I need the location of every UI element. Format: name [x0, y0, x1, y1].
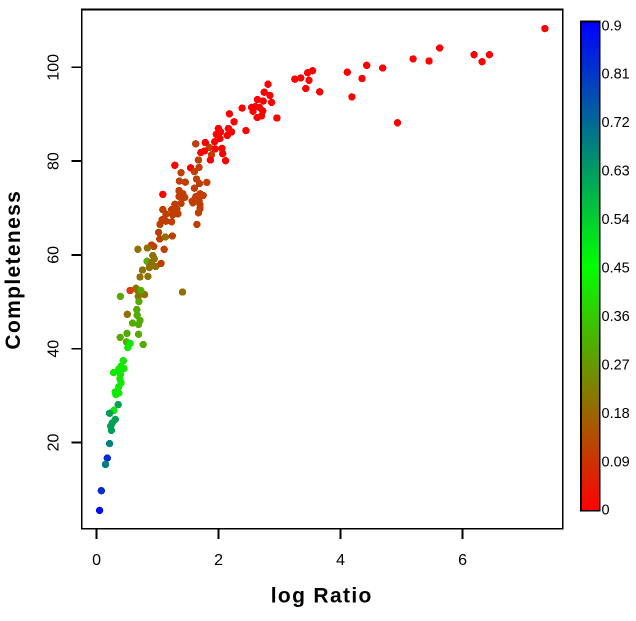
svg-text:60: 60: [46, 246, 63, 264]
svg-text:4: 4: [336, 552, 345, 569]
svg-text:100: 100: [46, 54, 63, 81]
svg-text:0.18: 0.18: [602, 406, 630, 422]
svg-text:80: 80: [46, 152, 63, 170]
svg-text:2: 2: [214, 552, 223, 569]
svg-text:0: 0: [602, 503, 610, 519]
svg-text:0.81: 0.81: [602, 67, 630, 83]
svg-text:0.27: 0.27: [602, 357, 630, 373]
svg-text:40: 40: [46, 340, 63, 358]
svg-text:20: 20: [46, 434, 63, 452]
svg-text:0.09: 0.09: [602, 454, 630, 470]
svg-text:log Ratio: log Ratio: [271, 584, 373, 607]
svg-text:0.54: 0.54: [602, 212, 630, 228]
svg-text:0: 0: [92, 552, 101, 569]
svg-text:0.72: 0.72: [602, 115, 630, 131]
svg-text:6: 6: [458, 552, 467, 569]
svg-text:0.63: 0.63: [602, 164, 630, 180]
svg-text:Completeness: Completeness: [2, 190, 25, 350]
svg-text:0.45: 0.45: [602, 261, 630, 277]
svg-text:0.36: 0.36: [602, 309, 630, 325]
svg-text:0.9: 0.9: [602, 18, 622, 34]
